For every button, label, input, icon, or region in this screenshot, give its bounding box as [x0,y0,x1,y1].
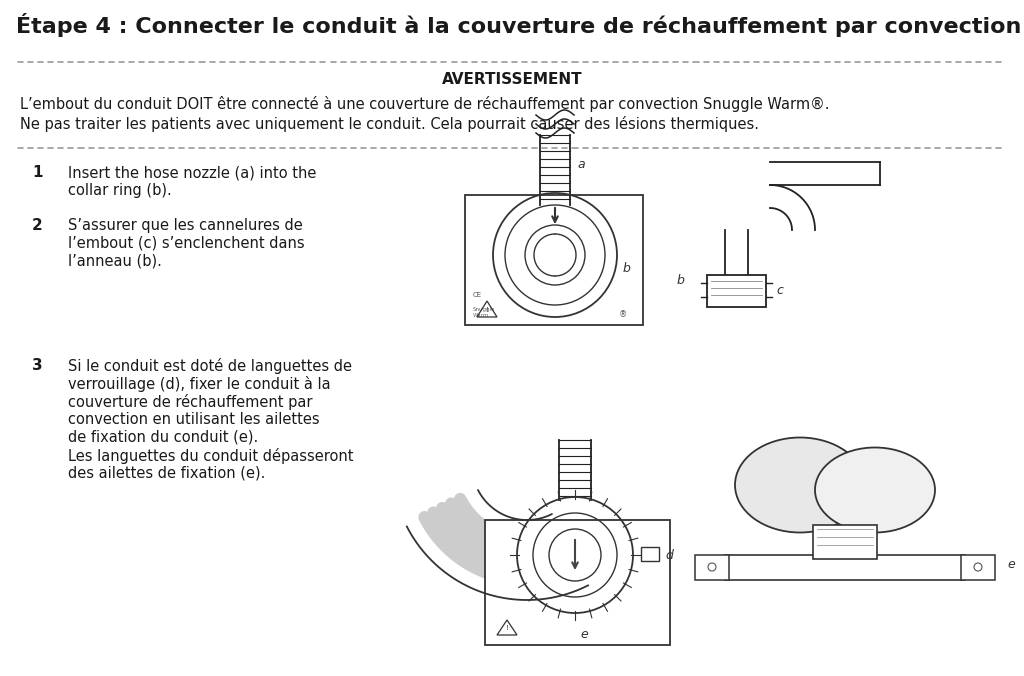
FancyBboxPatch shape [485,520,670,645]
Text: l’anneau (b).: l’anneau (b). [68,254,162,269]
Text: Les languettes du conduit dépasseront: Les languettes du conduit dépasseront [68,448,353,464]
Text: CE: CE [473,292,482,298]
Text: b: b [677,274,685,287]
Text: 2: 2 [32,218,43,233]
Text: S’assurer que les cannelures de: S’assurer que les cannelures de [68,218,303,233]
Text: !: ! [506,625,509,631]
Bar [707,275,766,307]
Bar [695,555,729,580]
Text: c: c [776,285,783,297]
Text: e: e [580,629,588,642]
Text: des ailettes de fixation (e).: des ailettes de fixation (e). [68,466,265,481]
Bar [725,555,965,580]
Text: l’embout (c) s’enclenchent dans: l’embout (c) s’enclenchent dans [68,236,304,251]
FancyBboxPatch shape [465,195,643,325]
Text: 1: 1 [32,165,43,180]
Bar [961,555,995,580]
Text: 3: 3 [32,358,43,373]
Text: Ne pas traiter les patients avec uniquement le conduit. Cela pourrait causer des: Ne pas traiter les patients avec uniquem… [20,116,759,132]
Text: collar ring (b).: collar ring (b). [68,183,172,198]
Text: a: a [577,158,585,172]
Ellipse shape [735,437,865,533]
Text: AVERTISSEMENT: AVERTISSEMENT [441,72,583,87]
Text: couverture de réchauffement par: couverture de réchauffement par [68,394,312,410]
Text: b: b [623,262,631,276]
Bar [813,525,877,559]
Text: Étape 4 : Connecter le conduit à la couverture de réchauffement par convection: Étape 4 : Connecter le conduit à la couv… [16,13,1021,37]
Text: Snuggle
Warm: Snuggle Warm [473,307,496,318]
Text: Insert the hose nozzle (a) into the: Insert the hose nozzle (a) into the [68,165,316,180]
Text: Si le conduit est doté de languettes de: Si le conduit est doté de languettes de [68,358,352,374]
Text: !: ! [485,307,488,313]
Text: L’embout du conduit DOIT être connecté à une couverture de réchauffement par con: L’embout du conduit DOIT être connecté à… [20,96,829,112]
Text: ®: ® [618,310,627,320]
Bar [641,547,659,561]
Text: e: e [1007,558,1015,571]
Text: convection en utilisant les ailettes: convection en utilisant les ailettes [68,412,319,427]
Text: verrouillage (d), fixer le conduit à la: verrouillage (d), fixer le conduit à la [68,376,331,392]
Text: d: d [665,549,673,562]
Ellipse shape [815,448,935,533]
Text: de fixation du conduit (e).: de fixation du conduit (e). [68,430,258,445]
